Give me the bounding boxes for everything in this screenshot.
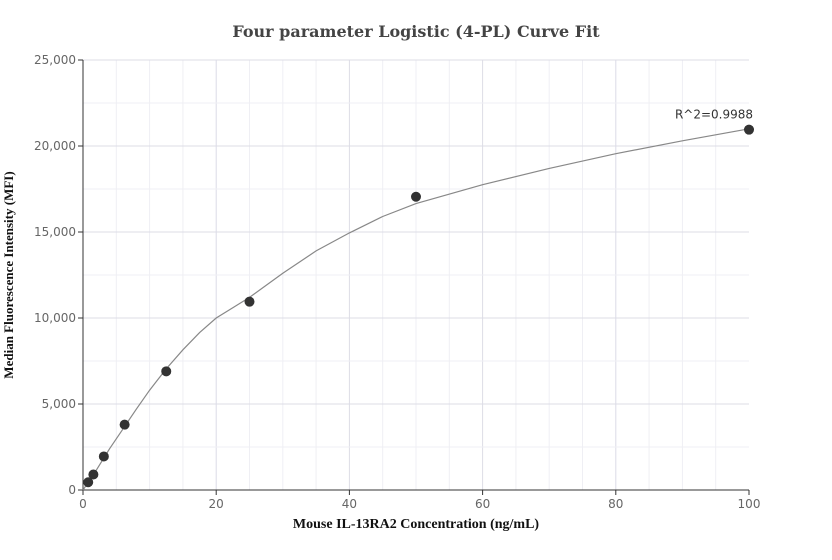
- data-point: [161, 366, 172, 377]
- data-point: [83, 477, 94, 488]
- y-tick-label: 25,000: [34, 53, 76, 67]
- data-point: [119, 419, 130, 430]
- y-axis-label: Median Fluorescence Intensity (MFI): [1, 171, 16, 379]
- y-tick-label: 5,000: [42, 397, 76, 411]
- y-tick-label: 20,000: [34, 139, 76, 153]
- data-point: [98, 451, 109, 462]
- data-point: [244, 296, 255, 307]
- y-tick-label: 0: [68, 483, 76, 497]
- y-tick-label: 15,000: [34, 225, 76, 239]
- r-squared-annotation: R^2=0.9988: [675, 108, 753, 122]
- x-axis-label: Mouse IL-13RA2 Concentration (ng/mL): [292, 517, 540, 532]
- data-point: [411, 191, 421, 202]
- data-point: [88, 469, 99, 480]
- x-tick-label: 20: [209, 497, 224, 511]
- fit-curve-line: [82, 128, 750, 491]
- x-tick-label: 40: [342, 497, 357, 511]
- data-point: [744, 124, 754, 135]
- x-tick-label: 80: [608, 497, 623, 511]
- x-tick-label: 60: [475, 497, 490, 511]
- chart-title: Four parameter Logistic (4-PL) Curve Fit: [232, 22, 600, 41]
- y-tick-label: 10,000: [34, 311, 76, 325]
- x-tick-label: 0: [79, 497, 87, 511]
- x-tick-label: 100: [738, 497, 761, 511]
